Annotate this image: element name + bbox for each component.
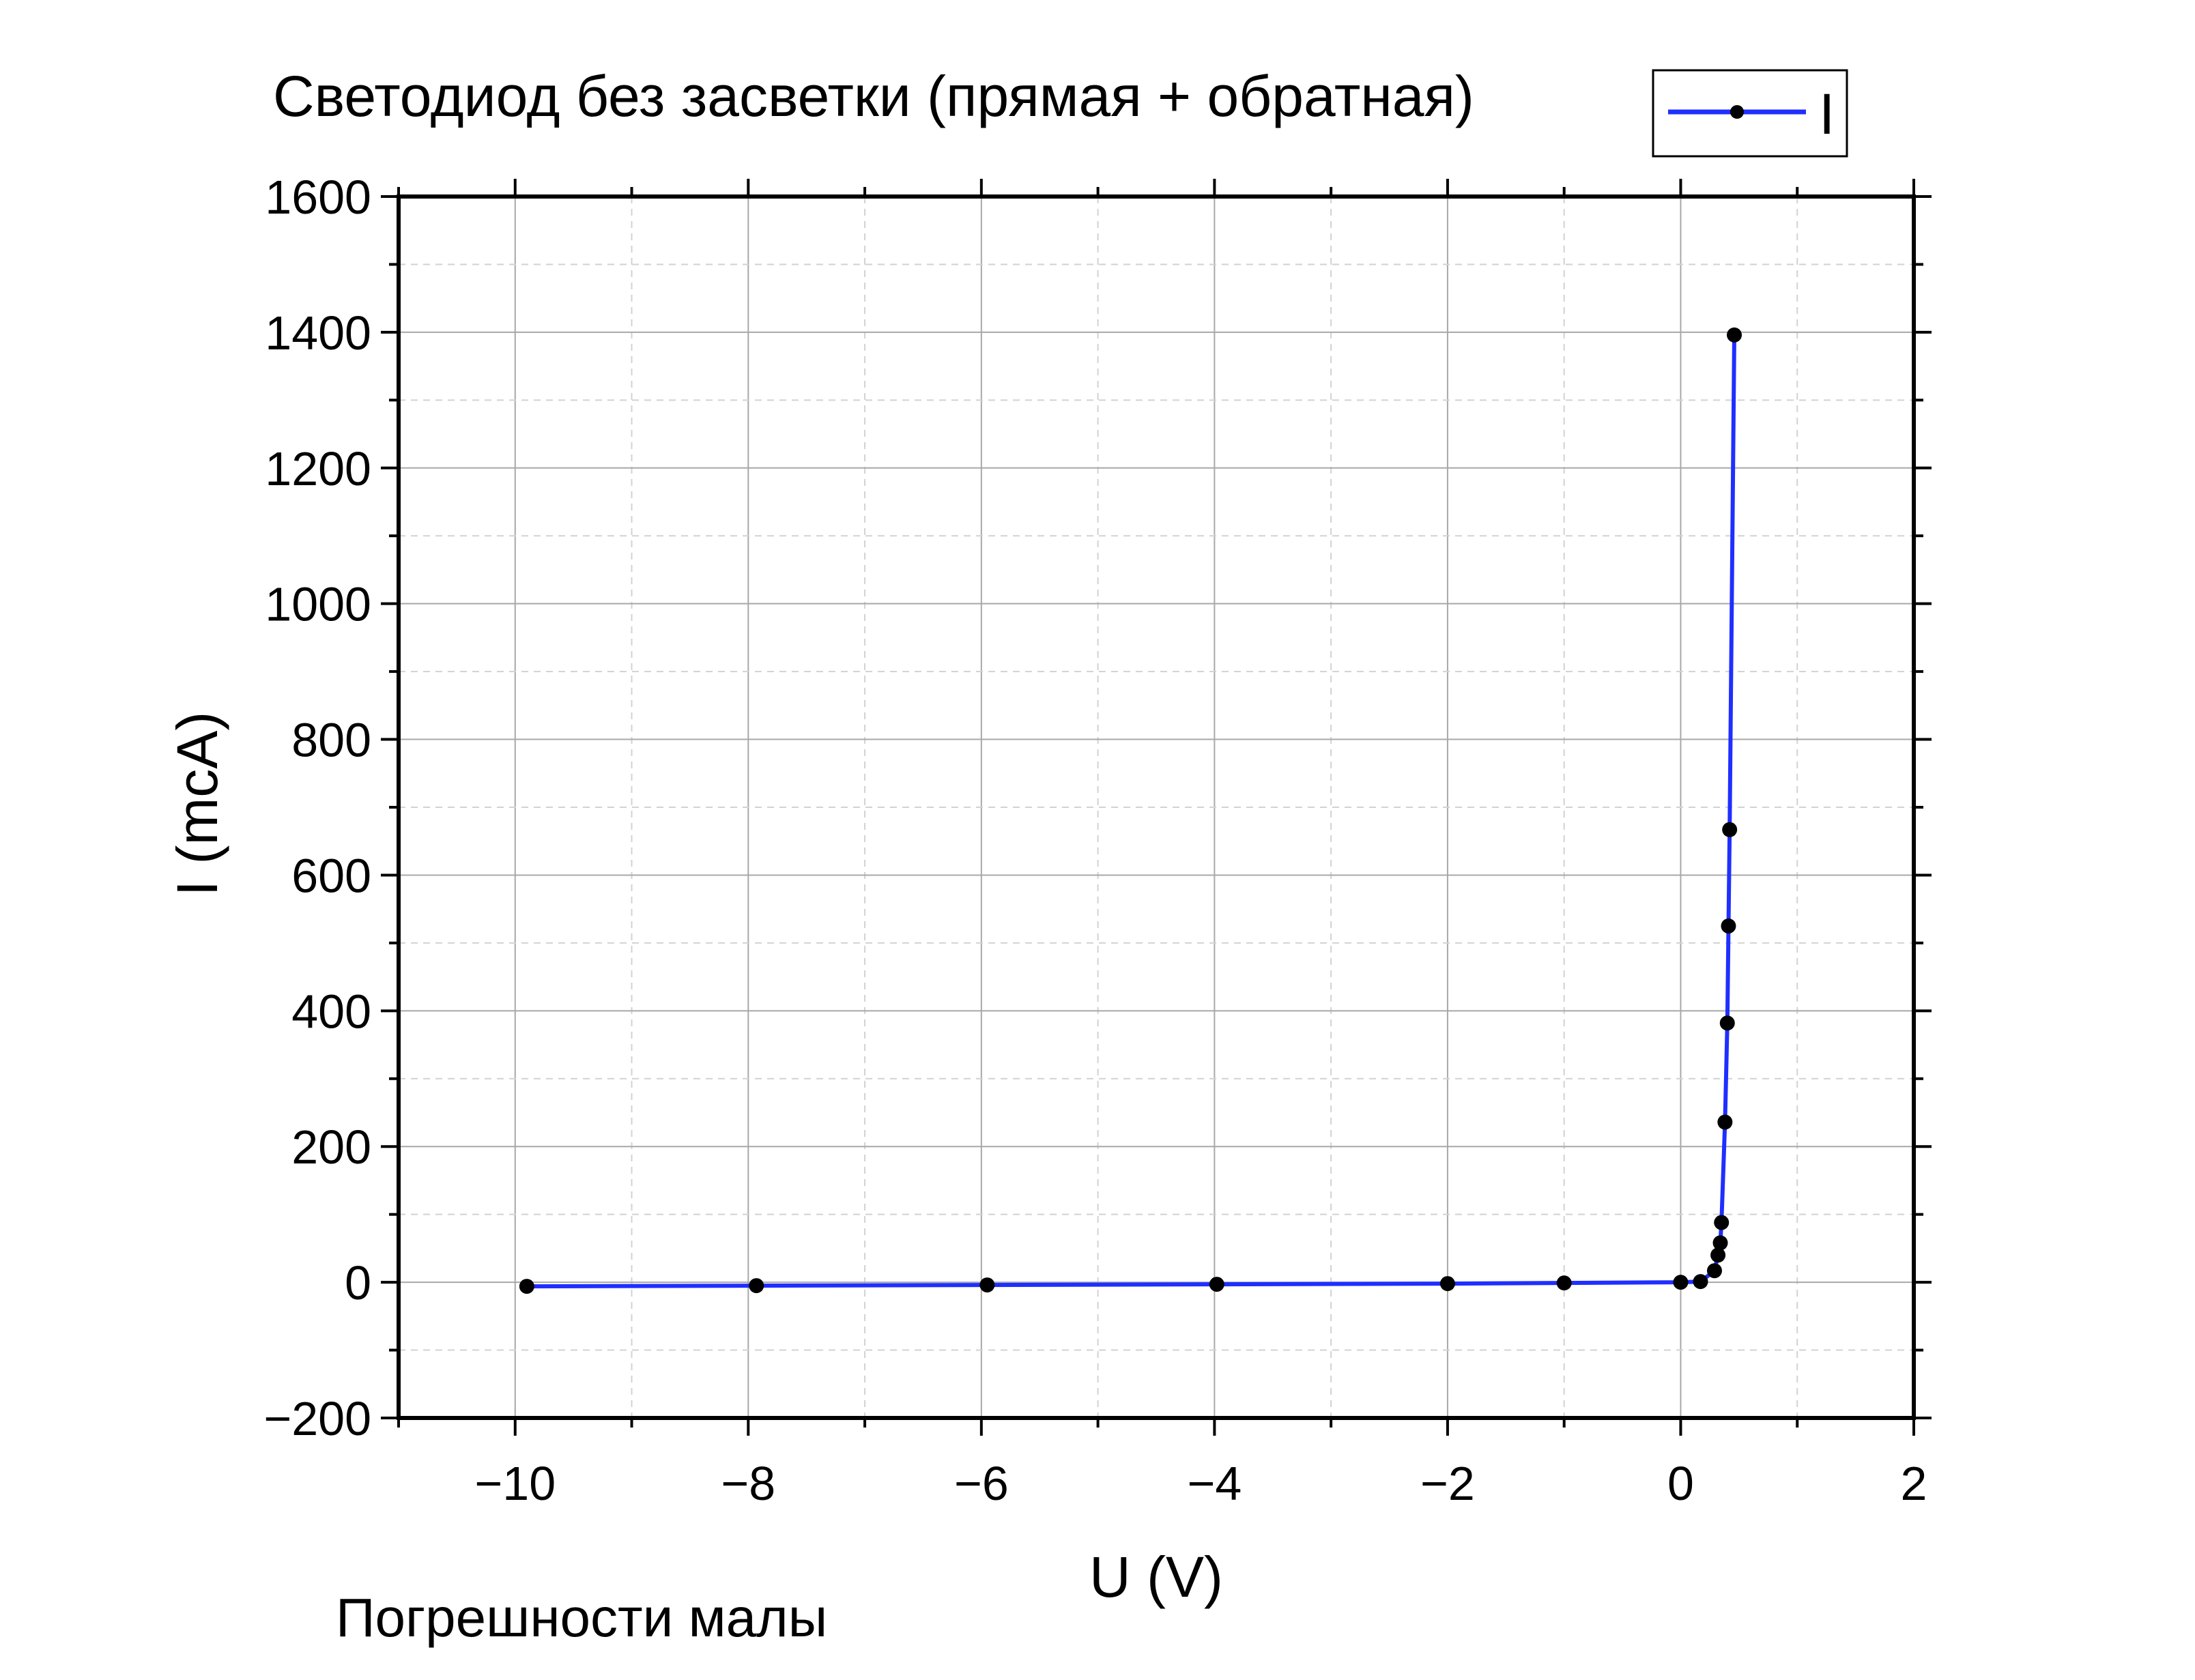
data-point — [1721, 918, 1736, 934]
x-tick-label: −6 — [954, 1457, 1009, 1510]
series-line — [526, 334, 1736, 1289]
x-tick-label: 0 — [1667, 1457, 1694, 1510]
data-point — [1714, 1215, 1730, 1230]
legend-marker — [1730, 105, 1744, 119]
y-tick-label: 200 — [291, 1120, 371, 1174]
data-point — [1439, 1276, 1455, 1292]
y-tick-labels: −200 0 200 400 600 800 1000 1200 1400 1600 — [263, 171, 371, 1445]
data-point — [1556, 1275, 1572, 1291]
data-point — [979, 1277, 995, 1293]
x-tick-label: −4 — [1187, 1457, 1242, 1510]
x-tick-labels: −10 −8 −6 −4 −2 0 2 — [474, 1457, 1927, 1510]
x-tick-label: −10 — [474, 1457, 556, 1510]
data-point — [1712, 1235, 1728, 1251]
data-point — [1722, 822, 1738, 837]
data-point — [1673, 1275, 1689, 1290]
y-tick-label: 1600 — [265, 171, 371, 224]
annotation-text: Погрешности малы — [336, 1587, 827, 1648]
x-tick-label: 2 — [1901, 1457, 1927, 1510]
tick-marks — [381, 179, 1932, 1436]
data-point — [519, 1279, 534, 1294]
data-point — [1717, 1114, 1733, 1130]
data-point — [1209, 1277, 1224, 1292]
y-tick-label: −200 — [263, 1392, 371, 1445]
data-point — [1710, 1247, 1726, 1263]
data-point — [1727, 327, 1742, 343]
data-point — [749, 1278, 764, 1294]
y-tick-label: 800 — [291, 714, 371, 767]
y-tick-label: 600 — [291, 849, 371, 902]
chart-title: Светодиод без засветки (прямая + обратна… — [273, 64, 1474, 128]
series-i — [519, 327, 1742, 1294]
data-point — [1719, 1015, 1735, 1031]
data-point — [1706, 1263, 1722, 1279]
y-tick-label: 400 — [291, 985, 371, 1038]
x-axis-label: U (V) — [1089, 1545, 1223, 1609]
y-tick-label: 1200 — [265, 442, 371, 495]
y-tick-label: 0 — [345, 1256, 371, 1309]
y-tick-label: 1400 — [265, 306, 371, 360]
data-point — [1693, 1274, 1708, 1290]
y-tick-label: 1000 — [265, 578, 371, 631]
grid — [399, 197, 1914, 1418]
y-axis-label: I (mcA) — [165, 712, 229, 897]
legend: I — [1652, 69, 1848, 158]
x-tick-label: −8 — [721, 1457, 775, 1510]
legend-label-i: I — [1819, 82, 1835, 146]
x-tick-label: −2 — [1420, 1457, 1475, 1510]
